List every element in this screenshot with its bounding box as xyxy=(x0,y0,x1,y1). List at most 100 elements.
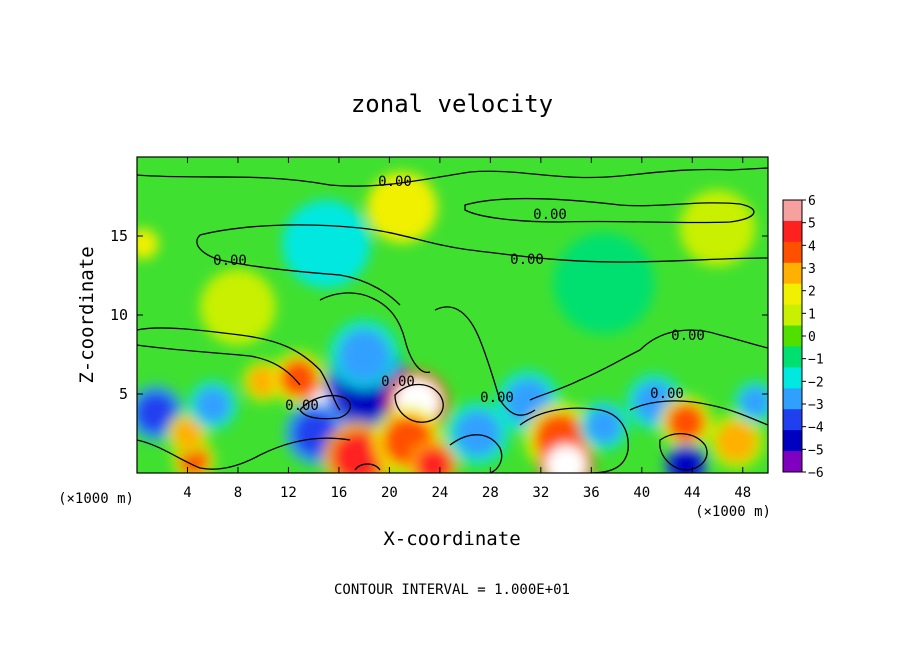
field-blob xyxy=(366,172,438,243)
contour-label: 0.00 xyxy=(285,398,319,414)
field-blob xyxy=(679,190,756,267)
contour-line xyxy=(434,306,536,416)
x-axis-label: X-coordinate xyxy=(383,528,520,550)
contour-line xyxy=(196,234,401,306)
contour-line xyxy=(449,434,503,473)
field-blobs xyxy=(137,172,768,473)
field-blob xyxy=(338,329,390,380)
x-tick-label: 40 xyxy=(633,485,650,501)
x-unit-right: (×1000 m) xyxy=(695,504,771,520)
colorbar-label: −2 xyxy=(808,375,824,390)
colorbar-label: −4 xyxy=(808,421,824,436)
field-blob xyxy=(667,403,705,442)
field-blob xyxy=(137,392,177,434)
contour-line xyxy=(639,329,768,351)
contour-line xyxy=(659,433,708,471)
chart-title: zonal velocity xyxy=(351,90,553,118)
contour-line xyxy=(529,349,641,401)
x-tick-label: 20 xyxy=(381,485,398,501)
x-tick-label: 36 xyxy=(583,485,600,501)
colorbar-swatch xyxy=(783,241,802,264)
colorbar-label: 3 xyxy=(808,262,816,277)
contour-line xyxy=(299,395,351,420)
contour-label: 0.00 xyxy=(213,253,247,269)
colorbar-swatch xyxy=(783,388,802,410)
colorbar-swatch xyxy=(783,304,802,327)
contour-label: 0.00 xyxy=(510,252,544,268)
contour-label: 0.00 xyxy=(480,390,514,406)
field-blob xyxy=(279,359,318,398)
colorbar-label: 4 xyxy=(808,239,816,254)
y-axis-label: Z-coordinate xyxy=(76,246,98,383)
contour-line xyxy=(137,327,341,411)
colorbar-swatch xyxy=(783,409,802,431)
field-blob xyxy=(455,410,501,457)
colorbar-label: −1 xyxy=(808,353,824,368)
field-blob xyxy=(586,407,622,444)
colorbar: 6 5 4 3 2 1 0 −1 −2 −3 −4 −5 −6 xyxy=(782,194,824,481)
x-tick-label: 48 xyxy=(734,485,751,501)
x-tick-label: 4 xyxy=(183,485,191,501)
field-blob xyxy=(332,431,384,473)
contour-label: 0.00 xyxy=(378,174,412,190)
contour-line xyxy=(394,383,444,423)
contour-line xyxy=(464,197,755,224)
colorbar-swatch xyxy=(783,325,802,347)
x-tick-label: 8 xyxy=(234,485,242,501)
colorbar-label: 0 xyxy=(808,330,816,345)
colorbar-swatch xyxy=(783,430,802,452)
colorbar-label: 2 xyxy=(808,285,816,300)
colorbar-label: −6 xyxy=(808,466,824,481)
field-blob xyxy=(415,447,452,473)
x-tick-label: 28 xyxy=(482,485,499,501)
x-unit-left: (×1000 m) xyxy=(58,491,134,507)
x-tick-label: 16 xyxy=(330,485,347,501)
x-tick-label: 32 xyxy=(532,485,549,501)
colorbar-label: −3 xyxy=(808,398,824,413)
field-blob xyxy=(195,387,231,423)
colorbar-swatch xyxy=(783,200,802,222)
field-blob xyxy=(553,232,655,334)
x-tick-label: 24 xyxy=(431,485,448,501)
field-blob xyxy=(740,386,768,418)
colorbar-swatch xyxy=(783,220,802,243)
contour-label: 0.00 xyxy=(533,207,567,223)
field-blob xyxy=(670,449,702,473)
contour-line xyxy=(137,344,301,386)
contour-line xyxy=(319,292,431,373)
colorbar-swatch xyxy=(783,346,802,368)
field-blob xyxy=(172,418,203,449)
colorbar-swatch xyxy=(783,451,802,473)
x-tick-label: 12 xyxy=(280,485,297,501)
colorbar-label: −5 xyxy=(808,443,824,458)
contour-line xyxy=(137,437,351,470)
colorbar-label: 6 xyxy=(808,194,816,209)
contour-line xyxy=(629,400,768,426)
y-tick-label: 5 xyxy=(119,385,128,403)
contour-label: 0.00 xyxy=(381,374,415,390)
contour-label: 0.00 xyxy=(671,328,705,344)
contour-line xyxy=(354,463,381,471)
plot-area: 0.00 0.00 0.00 0.00 0.00 0.00 0.00 0.00 0.00 xyxy=(137,157,768,473)
x-tick-label: 44 xyxy=(684,485,701,501)
contour-line xyxy=(519,407,629,473)
y-tick-label: 10 xyxy=(110,306,128,324)
field-blob xyxy=(282,199,371,289)
contour-interval-note: CONTOUR INTERVAL = 1.000E+01 xyxy=(334,582,570,598)
field-blob xyxy=(545,444,587,473)
field-blob xyxy=(248,366,279,397)
contour-label: 0.00 xyxy=(650,386,684,402)
contour-line xyxy=(199,224,768,263)
zero-contours xyxy=(137,167,768,473)
y-tick-label: 15 xyxy=(110,227,128,245)
contour-labels: 0.00 0.00 0.00 0.00 0.00 0.00 0.00 0.00 0.00 xyxy=(213,174,705,414)
colorbar-swatch xyxy=(783,283,802,306)
colorbar-label: 1 xyxy=(808,307,816,322)
field-blob xyxy=(137,228,159,260)
colorbar-swatch xyxy=(783,367,802,389)
field-blob xyxy=(716,421,757,462)
contour-line xyxy=(137,167,768,187)
y-axis-ticks: 5 10 15 xyxy=(110,227,768,403)
field-blob xyxy=(200,269,276,346)
